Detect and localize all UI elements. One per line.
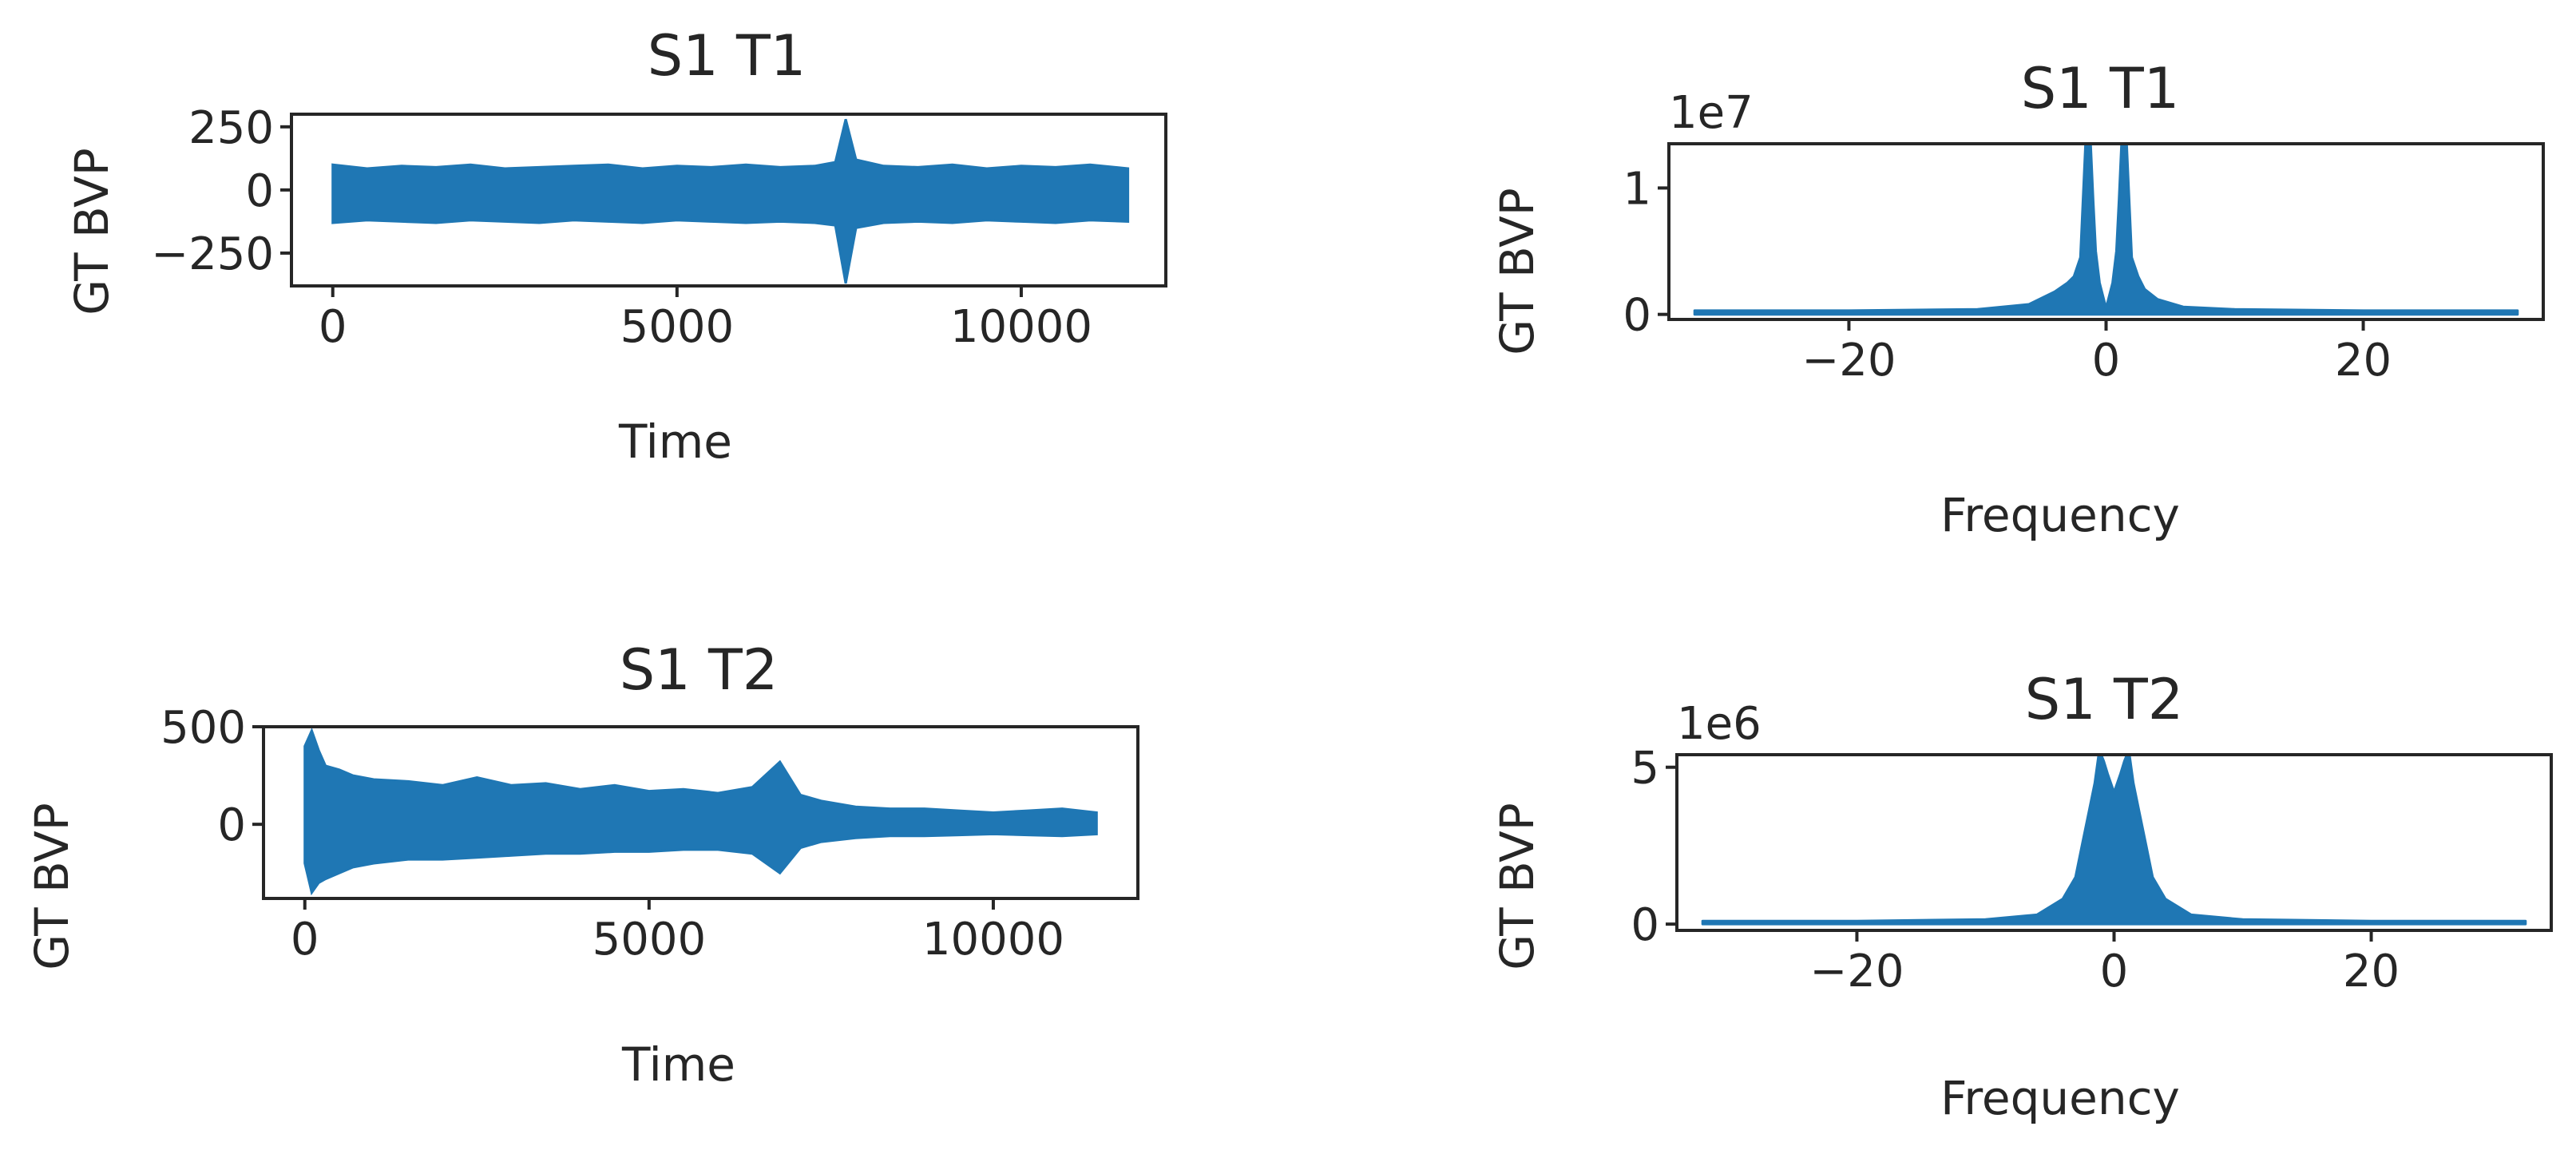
subplot-title: S1 T1: [2021, 56, 2180, 121]
y-tick-label: 0: [1623, 290, 1651, 342]
x-tick-label: 0: [319, 301, 347, 353]
plot-area: [1701, 755, 2527, 926]
x-tick-label: 5000: [620, 301, 735, 353]
subplot-title: S1 T2: [620, 637, 779, 703]
ticks: 0 5000 10000 250 0 −250: [151, 102, 1092, 353]
x-tick-label: 0: [2092, 335, 2121, 387]
subplot-title: S1 T1: [648, 23, 806, 89]
x-tick-label: 0: [291, 914, 319, 966]
x-tick-label: 10000: [922, 914, 1064, 966]
y-tick-label: 0: [217, 799, 246, 851]
spectrum-series-0: [1701, 755, 2527, 926]
ticks: −20 0 20 1 0: [1623, 163, 2392, 387]
axes-frame: [262, 725, 1139, 900]
ticks: −20 0 20 5 0: [1631, 743, 2400, 997]
y-offset-label: 1e6: [1677, 698, 1762, 750]
x-axis-label: Frequency: [1940, 488, 2180, 542]
subplot-title: S1 T2: [2025, 667, 2184, 732]
signal-envelope-series-0: [303, 727, 1098, 896]
y-tick-label: 1: [1623, 163, 1651, 215]
y-axis-label: GT BVP: [25, 803, 79, 970]
y-tick-label: 250: [188, 102, 274, 154]
spectrum-series-0: [1693, 144, 2519, 316]
subplot-s1-t1-frequency: S1 T1 1e7 −20 0 20 1 0 Frequency GT BVP: [1490, 56, 2545, 542]
subplot-s1-t2-frequency: S1 T2 1e6 −20 0 20 5 0 Frequency GT BVP: [1490, 667, 2553, 1125]
x-tick-label: 5000: [592, 914, 707, 966]
x-tick-label: 0: [2100, 946, 2129, 997]
y-tick-label: 5: [1631, 743, 1659, 795]
x-tick-label: −20: [1809, 946, 1904, 997]
plot-area: [303, 727, 1098, 896]
x-tick-label: 10000: [950, 301, 1092, 353]
y-offset-label: 1e7: [1669, 87, 1754, 139]
y-tick-label: 500: [161, 702, 246, 754]
y-axis-label: GT BVP: [1490, 803, 1544, 970]
x-axis-label: Frequency: [1940, 1071, 2180, 1125]
y-tick-label: 0: [245, 165, 274, 217]
x-axis-label: Time: [621, 1037, 735, 1092]
y-axis-label: GT BVP: [65, 148, 119, 315]
x-tick-label: −20: [1801, 335, 1896, 387]
x-tick-label: 20: [2335, 335, 2392, 387]
plot-area: [1693, 144, 2519, 316]
x-axis-label: Time: [618, 414, 732, 469]
x-tick-label: 20: [2343, 946, 2400, 997]
y-tick-label: −250: [151, 228, 274, 280]
axes-frame: [1667, 142, 2545, 321]
subplot-s1-t1-time: S1 T1 0 5000 10000 250 0 −250 Time GT BVP: [65, 23, 1167, 469]
y-axis-label: GT BVP: [1490, 188, 1544, 355]
plot-area: [331, 118, 1130, 284]
axes-frame: [290, 113, 1167, 288]
signal-envelope-series-0: [331, 118, 1130, 284]
y-tick-label: 0: [1631, 899, 1659, 951]
